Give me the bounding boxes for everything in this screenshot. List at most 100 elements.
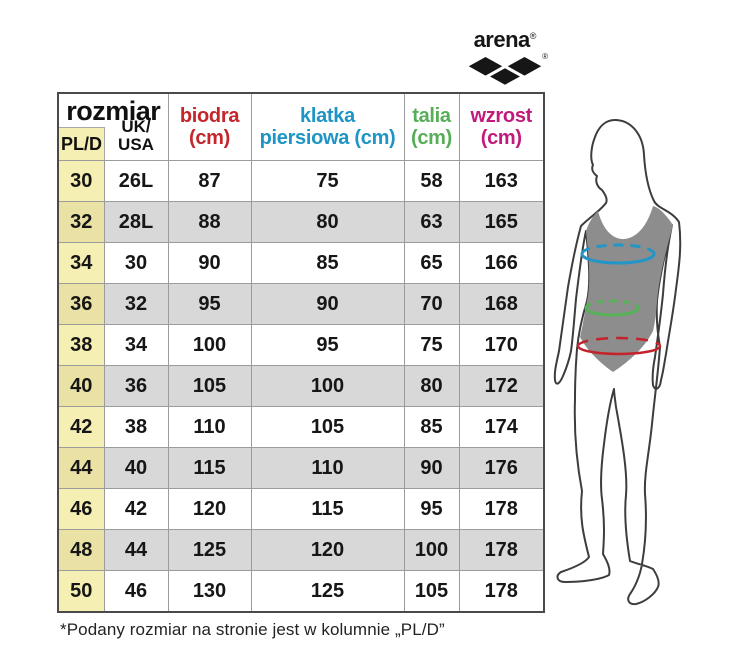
cell-uk-usa: 26L	[103, 160, 169, 202]
cell-talia: 58	[403, 160, 460, 202]
cell-wzrost: 165	[458, 201, 545, 243]
header-klatka-line2: piersiowa (cm)	[259, 127, 396, 149]
table-row: 42 38 110 105 85 174	[57, 406, 545, 448]
registered-mark: ®	[529, 31, 537, 41]
cell-klatka-piersiowa: 95	[250, 324, 405, 366]
cell-talia: 105	[403, 570, 460, 613]
figure-illustration	[553, 119, 682, 606]
cell-klatka-piersiowa: 100	[250, 365, 405, 407]
cell-klatka-piersiowa: 115	[250, 488, 405, 530]
size-table: rozmiar PL/D UK/USA biodra (cm) klatka p…	[57, 92, 545, 613]
cell-pl-d: 38	[57, 324, 105, 366]
header-biodra: biodra (cm)	[167, 92, 252, 161]
usa-label: USA	[118, 135, 154, 154]
cell-talia: 65	[403, 242, 460, 284]
header-rozmiar: rozmiar PL/D UK/USA	[57, 92, 169, 161]
cell-wzrost: 174	[458, 406, 545, 448]
registered-mark-small: ®	[542, 52, 548, 61]
cell-wzrost: 178	[458, 488, 545, 530]
cell-pl-d: 42	[57, 406, 105, 448]
cell-talia: 80	[403, 365, 460, 407]
cell-talia: 70	[403, 283, 460, 325]
arena-logo: arena® ®	[464, 27, 548, 87]
cell-biodra: 110	[167, 406, 252, 448]
cell-uk-usa: 32	[103, 283, 169, 325]
table-row: 36 32 95 90 70 168	[57, 283, 545, 325]
cell-wzrost: 176	[458, 447, 545, 489]
cell-uk-usa: 34	[103, 324, 169, 366]
cell-biodra: 95	[167, 283, 252, 325]
cell-talia: 90	[403, 447, 460, 489]
cell-uk-usa: 38	[103, 406, 169, 448]
table-row: 44 40 115 110 90 176	[57, 447, 545, 489]
cell-klatka-piersiowa: 75	[250, 160, 405, 202]
cell-klatka-piersiowa: 105	[250, 406, 405, 448]
cell-biodra: 100	[167, 324, 252, 366]
footnote: *Podany rozmiar na stronie jest w kolumn…	[60, 620, 445, 639]
table-row: 32 28L 88 80 63 165	[57, 201, 545, 243]
cell-pl-d: 36	[57, 283, 105, 325]
header-talia-line1: talia	[412, 105, 451, 127]
table-row: 40 36 105 100 80 172	[57, 365, 545, 407]
cell-wzrost: 170	[458, 324, 545, 366]
cell-pl-d: 48	[57, 529, 105, 571]
waist-measure-line	[584, 299, 640, 317]
table-row: 30 26L 87 75 58 163	[57, 160, 545, 202]
header-talia-line2: (cm)	[410, 127, 453, 149]
cell-uk-usa: 44	[103, 529, 169, 571]
cell-pl-d: 40	[57, 365, 105, 407]
cell-pl-d: 30	[57, 160, 105, 202]
cell-klatka-piersiowa: 85	[250, 242, 405, 284]
cell-talia: 75	[403, 324, 460, 366]
cell-pl-d: 50	[57, 570, 105, 613]
header-talia: talia (cm)	[403, 92, 460, 161]
table-row: 50 46 130 125 105 178	[57, 570, 545, 613]
arena-emblem-icon	[468, 57, 542, 87]
cell-pl-d: 32	[57, 201, 105, 243]
chest-measure-line	[580, 243, 656, 265]
table-row: 38 34 100 95 75 170	[57, 324, 545, 366]
arena-wordmark: arena	[473, 27, 531, 52]
cell-biodra: 125	[167, 529, 252, 571]
cell-uk-usa: 30	[103, 242, 169, 284]
cell-wzrost: 178	[458, 529, 545, 571]
table-row: 48 44 125 120 100 178	[57, 529, 545, 571]
cell-talia: 95	[403, 488, 460, 530]
cell-klatka-piersiowa: 80	[250, 201, 405, 243]
cell-uk-usa: 40	[103, 447, 169, 489]
cell-talia: 85	[403, 406, 460, 448]
body-figure	[545, 98, 755, 620]
pld-column-label: PL/D	[59, 127, 105, 160]
cell-klatka-piersiowa: 90	[250, 283, 405, 325]
size-table-body: 30 26L 87 75 58 163 32 28L 88 80 63 165 34 30 90 85 65 16…	[57, 160, 545, 613]
cell-klatka-piersiowa: 120	[250, 529, 405, 571]
cell-wzrost: 172	[458, 365, 545, 407]
header-wzrost-line2: (cm)	[480, 127, 522, 149]
cell-pl-d: 44	[57, 447, 105, 489]
cell-uk-usa: 28L	[103, 201, 169, 243]
cell-wzrost: 163	[458, 160, 545, 202]
uk-label: UK/	[121, 117, 151, 136]
swimsuit	[580, 206, 673, 372]
cell-uk-usa: 42	[103, 488, 169, 530]
cell-biodra: 88	[167, 201, 252, 243]
header-wzrost-line1: wzrost	[470, 105, 533, 127]
rozmiar-label: rozmiar	[66, 96, 161, 126]
cell-uk-usa: 46	[103, 570, 169, 613]
cell-talia: 100	[403, 529, 460, 571]
cell-biodra: 87	[167, 160, 252, 202]
cell-talia: 63	[403, 201, 460, 243]
cell-biodra: 90	[167, 242, 252, 284]
cell-pl-d: 46	[57, 488, 105, 530]
cell-wzrost: 166	[458, 242, 545, 284]
cell-biodra: 130	[167, 570, 252, 613]
header-wzrost: wzrost (cm)	[458, 92, 545, 161]
cell-wzrost: 178	[458, 570, 545, 613]
header-row: rozmiar PL/D UK/USA biodra (cm) klatka p…	[57, 92, 545, 161]
cell-klatka-piersiowa: 110	[250, 447, 405, 489]
cell-biodra: 120	[167, 488, 252, 530]
header-klatka-piersiowa: klatka piersiowa (cm)	[250, 92, 405, 161]
header-biodra-line2: (cm)	[188, 127, 231, 149]
table-row: 34 30 90 85 65 166	[57, 242, 545, 284]
